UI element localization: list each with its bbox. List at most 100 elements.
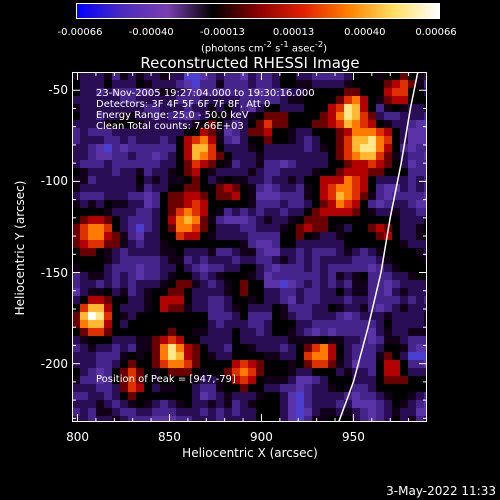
heatmap-cell <box>104 360 113 369</box>
heatmap-cell <box>88 400 97 409</box>
heatmap-cell <box>184 168 193 177</box>
heatmap-cell <box>400 368 409 377</box>
heatmap-cell <box>96 144 105 153</box>
heatmap-cell <box>200 120 209 129</box>
heatmap-cell <box>376 416 385 422</box>
heatmap-cell <box>184 352 193 361</box>
heatmap-cell <box>392 256 401 265</box>
heatmap-cell <box>160 184 169 193</box>
heatmap-cell <box>224 120 233 129</box>
heatmap-cell <box>80 224 89 233</box>
heatmap-cell <box>352 272 361 281</box>
heatmap-cell <box>232 400 241 409</box>
heatmap-cell <box>216 240 225 249</box>
heatmap-cell <box>288 224 297 233</box>
heatmap-cell <box>376 256 385 265</box>
heatmap-cell <box>384 400 393 409</box>
heatmap-cell <box>296 400 305 409</box>
heatmap-cell <box>80 208 89 217</box>
heatmap-cell <box>288 344 297 353</box>
heatmap-cell <box>168 328 177 337</box>
heatmap-cell <box>152 104 161 113</box>
heatmap-cell <box>392 400 401 409</box>
heatmap-cell <box>224 88 233 97</box>
heatmap-cell <box>184 304 193 313</box>
heatmap-cell <box>120 240 129 249</box>
solar-limb-curve <box>337 72 419 422</box>
heatmap-cell <box>408 248 417 257</box>
heatmap-cell <box>304 160 313 169</box>
heatmap-cell <box>72 240 81 249</box>
heatmap-cell <box>328 208 337 217</box>
heatmap-cell <box>344 144 353 153</box>
heatmap-cell <box>160 136 169 145</box>
heatmap-cell <box>152 384 161 393</box>
heatmap-cell <box>88 408 97 417</box>
heatmap-cell <box>240 392 249 401</box>
heatmap-cell <box>248 296 257 305</box>
heatmap-cell <box>344 328 353 337</box>
heatmap-cell <box>224 344 233 353</box>
heatmap-cell <box>384 272 393 281</box>
heatmap-cell <box>296 232 305 241</box>
heatmap-cell <box>232 160 241 169</box>
heatmap-cell <box>184 192 193 201</box>
heatmap-cell <box>288 72 297 81</box>
heatmap-cell <box>72 328 81 337</box>
heatmap-cell <box>304 416 313 422</box>
heatmap-cell <box>296 248 305 257</box>
heatmap-cell <box>152 416 161 422</box>
heatmap-cell <box>160 96 169 105</box>
heatmap-cell <box>256 272 265 281</box>
heatmap-cell <box>248 344 257 353</box>
heatmap-cell <box>360 320 369 329</box>
heatmap-cell <box>424 392 427 401</box>
heatmap-cell <box>120 120 129 129</box>
heatmap-cell <box>80 256 89 265</box>
heatmap-cell <box>384 368 393 377</box>
heatmap-cell <box>328 304 337 313</box>
heatmap-cell <box>392 288 401 297</box>
heatmap-cell <box>416 160 425 169</box>
heatmap-cell <box>112 80 121 89</box>
heatmap-cell <box>368 288 377 297</box>
heatmap-cell <box>80 96 89 105</box>
heatmap-cell <box>304 400 313 409</box>
heatmap-cell <box>320 120 329 129</box>
heatmap-cell <box>288 392 297 401</box>
heatmap-cell <box>272 176 281 185</box>
heatmap-cell <box>280 136 289 145</box>
heatmap-cell <box>184 328 193 337</box>
heatmap-cell <box>192 112 201 121</box>
heatmap-cell <box>280 336 289 345</box>
heatmap-cell <box>168 136 177 145</box>
heatmap-cell <box>240 176 249 185</box>
heatmap-cell <box>272 344 281 353</box>
heatmap-cell <box>424 408 427 417</box>
heatmap-cell <box>184 136 193 145</box>
heatmap-cell <box>368 200 377 209</box>
heatmap-cell <box>312 368 321 377</box>
heatmap-cell <box>200 192 209 201</box>
heatmap-cell <box>152 144 161 153</box>
heatmap-cell <box>232 312 241 321</box>
heatmap-cell <box>144 368 153 377</box>
heatmap-cell <box>328 312 337 321</box>
heatmap-cell <box>192 264 201 273</box>
heatmap-cell <box>376 384 385 393</box>
heatmap-cell <box>152 312 161 321</box>
heatmap-cell <box>120 88 129 97</box>
heatmap-cell <box>160 272 169 281</box>
heatmap-cell <box>144 400 153 409</box>
heatmap-cell <box>384 312 393 321</box>
heatmap-cell <box>200 408 209 417</box>
heatmap-cell <box>240 312 249 321</box>
heatmap-cell <box>112 264 121 273</box>
heatmap-cell <box>296 88 305 97</box>
heatmap-cell <box>408 152 417 161</box>
heatmap-cell <box>384 320 393 329</box>
heatmap-cell <box>392 304 401 313</box>
heatmap-cell <box>392 416 401 422</box>
heatmap-cell <box>184 152 193 161</box>
heatmap-cell <box>224 200 233 209</box>
